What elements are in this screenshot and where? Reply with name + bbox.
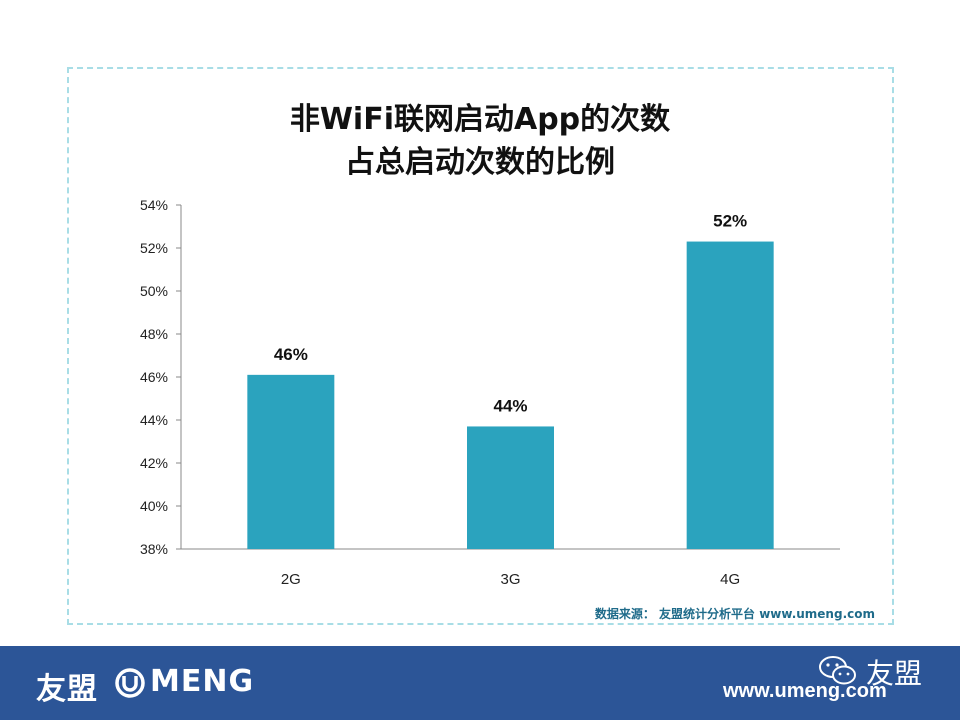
bar-4G	[686, 241, 774, 550]
chart-title-line2: 占总启动次数的比例	[345, 145, 615, 180]
footer-url: www.umeng.com	[723, 680, 887, 702]
wechat-icon	[819, 656, 856, 685]
x-category-label-4G: 4G	[720, 571, 740, 588]
y-tick-label: 40%	[140, 498, 168, 514]
footer-bar: 友盟 MENG 友盟 www.umeng.com	[0, 646, 960, 720]
bar-chart: 38% 40% 42% 44% 46% 48% 50% 52% 54% 46% 2G 44% 3G 52%…	[140, 197, 840, 588]
y-tick-label: 48%	[140, 326, 168, 342]
bar-3G	[467, 426, 554, 549]
y-tick-label: 50%	[140, 283, 168, 299]
y-tick-label: 38%	[140, 541, 168, 557]
y-tick-label: 52%	[140, 240, 168, 256]
y-tick-label: 42%	[140, 455, 168, 471]
chart-title-line1: 非WiFi联网启动App的次数	[289, 102, 671, 137]
x-category-label-3G: 3G	[500, 571, 520, 588]
umeng-logo-en: MENG	[150, 664, 255, 699]
y-tick-label: 46%	[140, 369, 168, 385]
umeng-u-logo-icon	[115, 668, 145, 698]
wechat-account-name: 友盟	[866, 657, 923, 690]
y-tick-label: 54%	[140, 197, 168, 213]
umeng-logo-cn: 友盟	[36, 672, 98, 707]
chart-frame	[67, 67, 894, 625]
data-label-4G: 52%	[713, 212, 747, 231]
data-source-note: 数据来源： 友盟统计分析平台 www.umeng.com	[594, 607, 875, 621]
x-category-label-2G: 2G	[281, 571, 301, 588]
data-label-3G: 44%	[493, 396, 527, 415]
data-label-2G: 46%	[274, 345, 308, 364]
bar-2G	[247, 374, 335, 549]
y-tick-label: 44%	[140, 412, 168, 428]
